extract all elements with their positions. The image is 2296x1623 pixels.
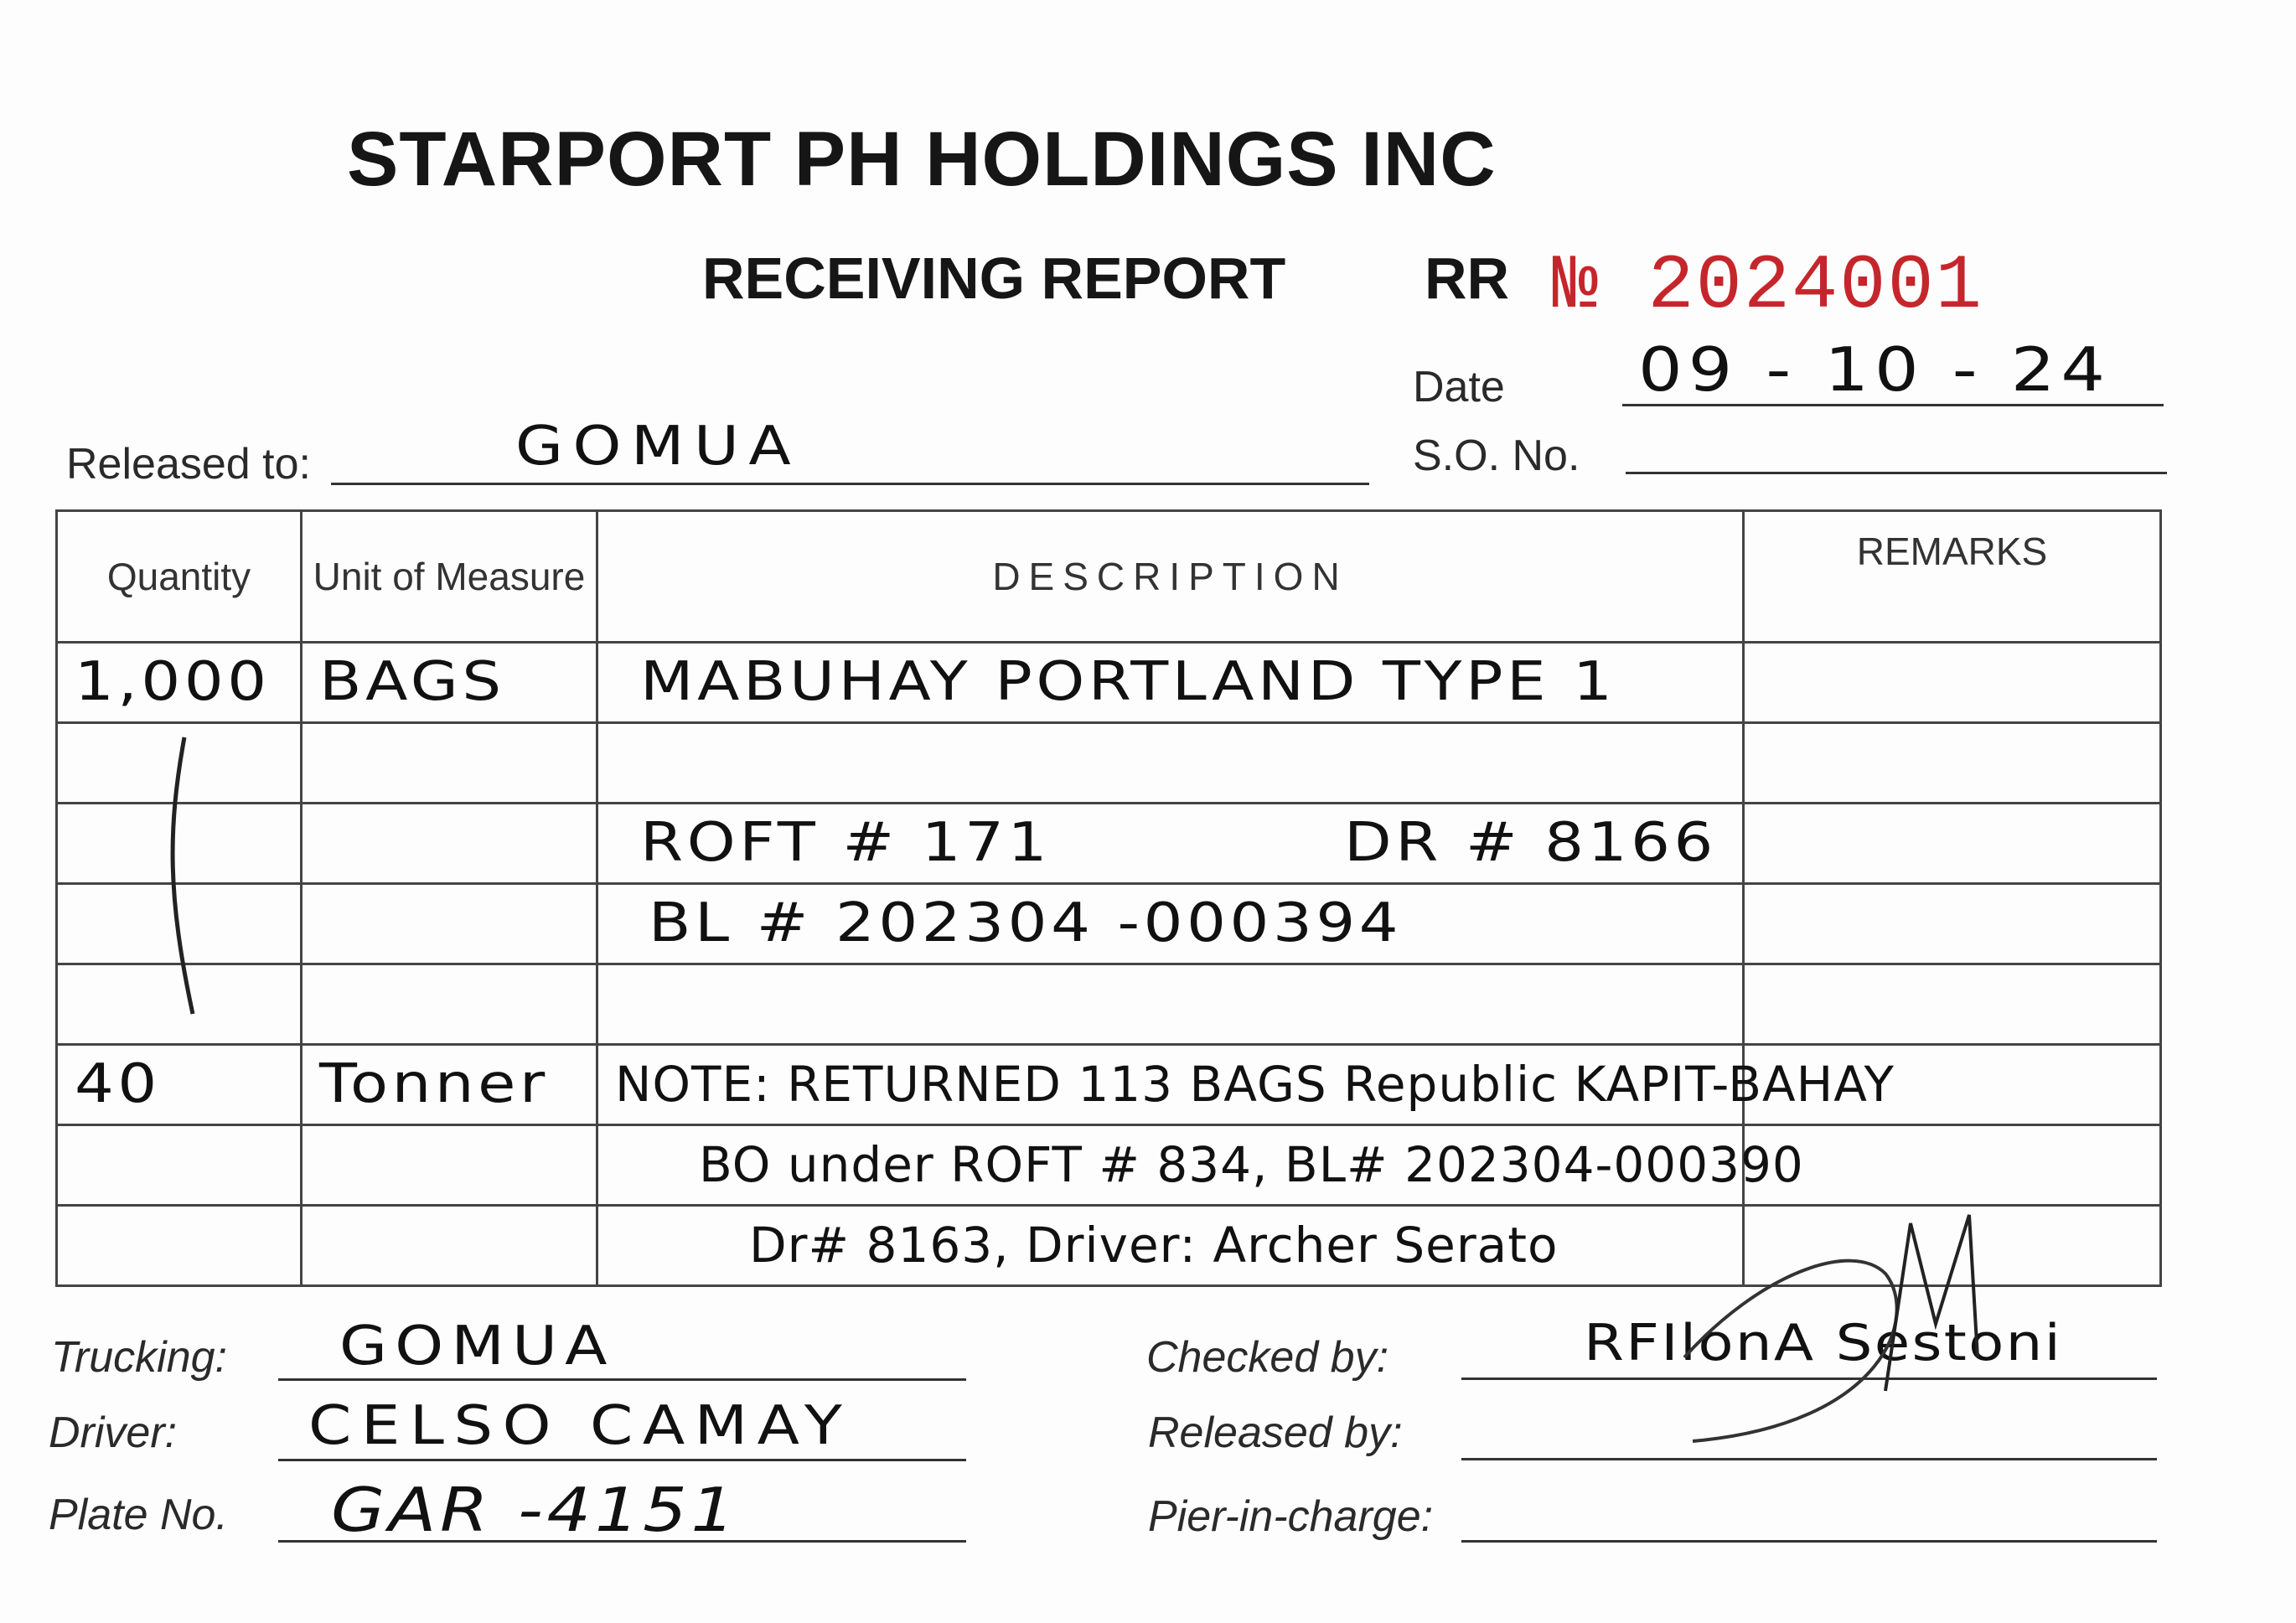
- rr-number: № 2024001: [1552, 242, 1983, 330]
- date-label: Date: [1413, 363, 1505, 411]
- signature-flourish: [1683, 1214, 1979, 1443]
- unit-cell-text: Tonner: [319, 1053, 549, 1115]
- date-value: 09 - 10 - 24: [1638, 334, 2111, 405]
- description-cell: MABUHAY PORTLAND TYPE 1: [596, 641, 1745, 724]
- table-row: Dr# 8163, Driver: Archer Serato: [55, 1204, 2162, 1287]
- checked-by-line: [1461, 1377, 2157, 1380]
- trucking-label: Trucking:: [51, 1333, 227, 1382]
- header-quantity: Quantity: [55, 509, 303, 644]
- quantity-cell: 40: [55, 1043, 303, 1126]
- table-row: 1,000 BAGS MABUHAY PORTLAND TYPE 1: [55, 641, 2162, 724]
- quantity-cell: [55, 802, 303, 885]
- rr-label: RR: [1425, 246, 1510, 311]
- remarks-cell: [1742, 1043, 2162, 1126]
- released-by-label: Released by:: [1148, 1408, 1403, 1457]
- table-row: ROFT # 171 DR # 8166: [55, 802, 2162, 885]
- so-no-line: [1626, 472, 2167, 474]
- released-by-line: [1461, 1458, 2157, 1460]
- unit-cell: [300, 1124, 598, 1207]
- table-row: 40 Tonner NOTE: RETURNED 113 BAGS Republic…: [55, 1043, 2162, 1126]
- plate-value: GAR -4151: [331, 1475, 739, 1545]
- unit-cell: [300, 882, 598, 965]
- date-line: [1622, 404, 2164, 406]
- description-cell: Dr# 8163, Driver: Archer Serato: [596, 1204, 1745, 1287]
- quantity-cell: [55, 721, 303, 804]
- header-unit: Unit of Measure: [300, 509, 598, 644]
- quantity-cell: [55, 1204, 303, 1287]
- remarks-cell: [1742, 721, 2162, 804]
- unit-cell: BAGS: [300, 641, 598, 724]
- so-no-label: S.O. No.: [1413, 432, 1580, 480]
- report-title: RECEIVING REPORT: [702, 246, 1286, 311]
- driver-line: [278, 1459, 966, 1461]
- table-header-row: Quantity Unit of Measure DESCRIPTION REM…: [55, 509, 2162, 644]
- description-cell: ROFT # 171 DR # 8166: [596, 802, 1745, 885]
- description-cell: BL # 202304 -000394: [596, 882, 1745, 965]
- unit-cell: Tonner: [300, 1043, 598, 1126]
- pier-in-charge-line: [1461, 1540, 2157, 1543]
- released-to-label: Released to:: [66, 440, 311, 488]
- plate-label: Plate No.: [49, 1491, 228, 1539]
- remarks-cell: [1742, 1124, 2162, 1207]
- unit-cell: [300, 1204, 598, 1287]
- quantity-cell: [55, 963, 303, 1046]
- company-name: STARPORT PH HOLDINGS INC: [347, 116, 1497, 202]
- pier-in-charge-label: Pier-in-charge:: [1148, 1492, 1434, 1541]
- driver-label: Driver:: [49, 1408, 178, 1457]
- unit-cell: [300, 802, 598, 885]
- unit-cell: [300, 721, 598, 804]
- plate-line: [278, 1540, 966, 1543]
- header-remarks: REMARKS: [1742, 509, 2162, 644]
- trucking-line: [278, 1378, 966, 1381]
- quantity-cell: 1,000: [55, 641, 303, 724]
- description-cell: [596, 721, 1745, 804]
- unit-cell: [300, 963, 598, 1046]
- header-description: DESCRIPTION: [596, 509, 1745, 644]
- quantity-cell-text: 1,000: [75, 651, 271, 713]
- description-cell-text: ROFT # 171: [640, 812, 1052, 874]
- table-row: [55, 721, 2162, 804]
- continuation-bracket: [170, 737, 195, 1015]
- table-row: [55, 963, 2162, 1046]
- quantity-cell: [55, 1124, 303, 1207]
- remarks-cell: [1742, 802, 2162, 885]
- description-cell-text: BO under ROFT # 834, BL# 202304-000390: [699, 1136, 1804, 1193]
- table-row: BL # 202304 -000394: [55, 882, 2162, 965]
- checked-by-label: Checked by:: [1146, 1333, 1389, 1382]
- description-right-text: DR # 8166: [1344, 812, 1717, 874]
- description-cell-text: Dr# 8163, Driver: Archer Serato: [749, 1217, 1559, 1274]
- remarks-cell: [1742, 641, 2162, 724]
- remarks-cell: [1742, 963, 2162, 1046]
- description-cell: BO under ROFT # 834, BL# 202304-000390: [596, 1124, 1803, 1207]
- unit-cell-text: BAGS: [319, 651, 505, 713]
- quantity-cell-text: 40: [75, 1053, 161, 1115]
- description-cell: [596, 963, 1745, 1046]
- description-cell: NOTE: RETURNED 113 BAGS Republic KAPIT-B…: [596, 1043, 1894, 1126]
- checked-by-signature: RFIlonA Sestoni: [1584, 1314, 2063, 1372]
- remarks-cell: [1742, 882, 2162, 965]
- description-cell-text: NOTE: RETURNED 113 BAGS Republic KAPIT-B…: [615, 1056, 1895, 1113]
- items-table: Quantity Unit of Measure DESCRIPTION REM…: [55, 509, 2162, 1287]
- released-to-line: [331, 483, 1369, 485]
- description-cell-text: MABUHAY PORTLAND TYPE 1: [640, 651, 1616, 713]
- driver-value: CELSO CAMAY: [308, 1395, 852, 1457]
- table-row: BO under ROFT # 834, BL# 202304-000390: [55, 1124, 2162, 1207]
- trucking-value: GOMUA: [339, 1315, 615, 1377]
- released-to-value: GOMUA: [515, 416, 801, 478]
- description-cell-text: BL # 202304 -000394: [649, 892, 1403, 954]
